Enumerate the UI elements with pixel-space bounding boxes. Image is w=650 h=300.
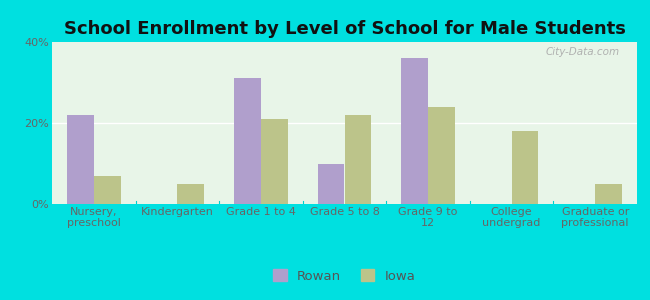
Bar <box>512 131 538 204</box>
Legend: Rowan, Iowa: Rowan, Iowa <box>269 265 420 286</box>
Bar <box>177 184 204 204</box>
Title: School Enrollment by Level of School for Male Students: School Enrollment by Level of School for… <box>64 20 625 38</box>
Bar <box>428 107 455 204</box>
Bar <box>318 164 344 204</box>
Bar <box>344 115 371 204</box>
Bar <box>94 176 120 204</box>
Bar <box>595 184 622 204</box>
Bar <box>234 78 261 204</box>
Bar <box>67 115 94 204</box>
Text: City-Data.com: City-Data.com <box>545 47 619 57</box>
Bar <box>261 119 288 204</box>
Bar <box>401 58 428 204</box>
